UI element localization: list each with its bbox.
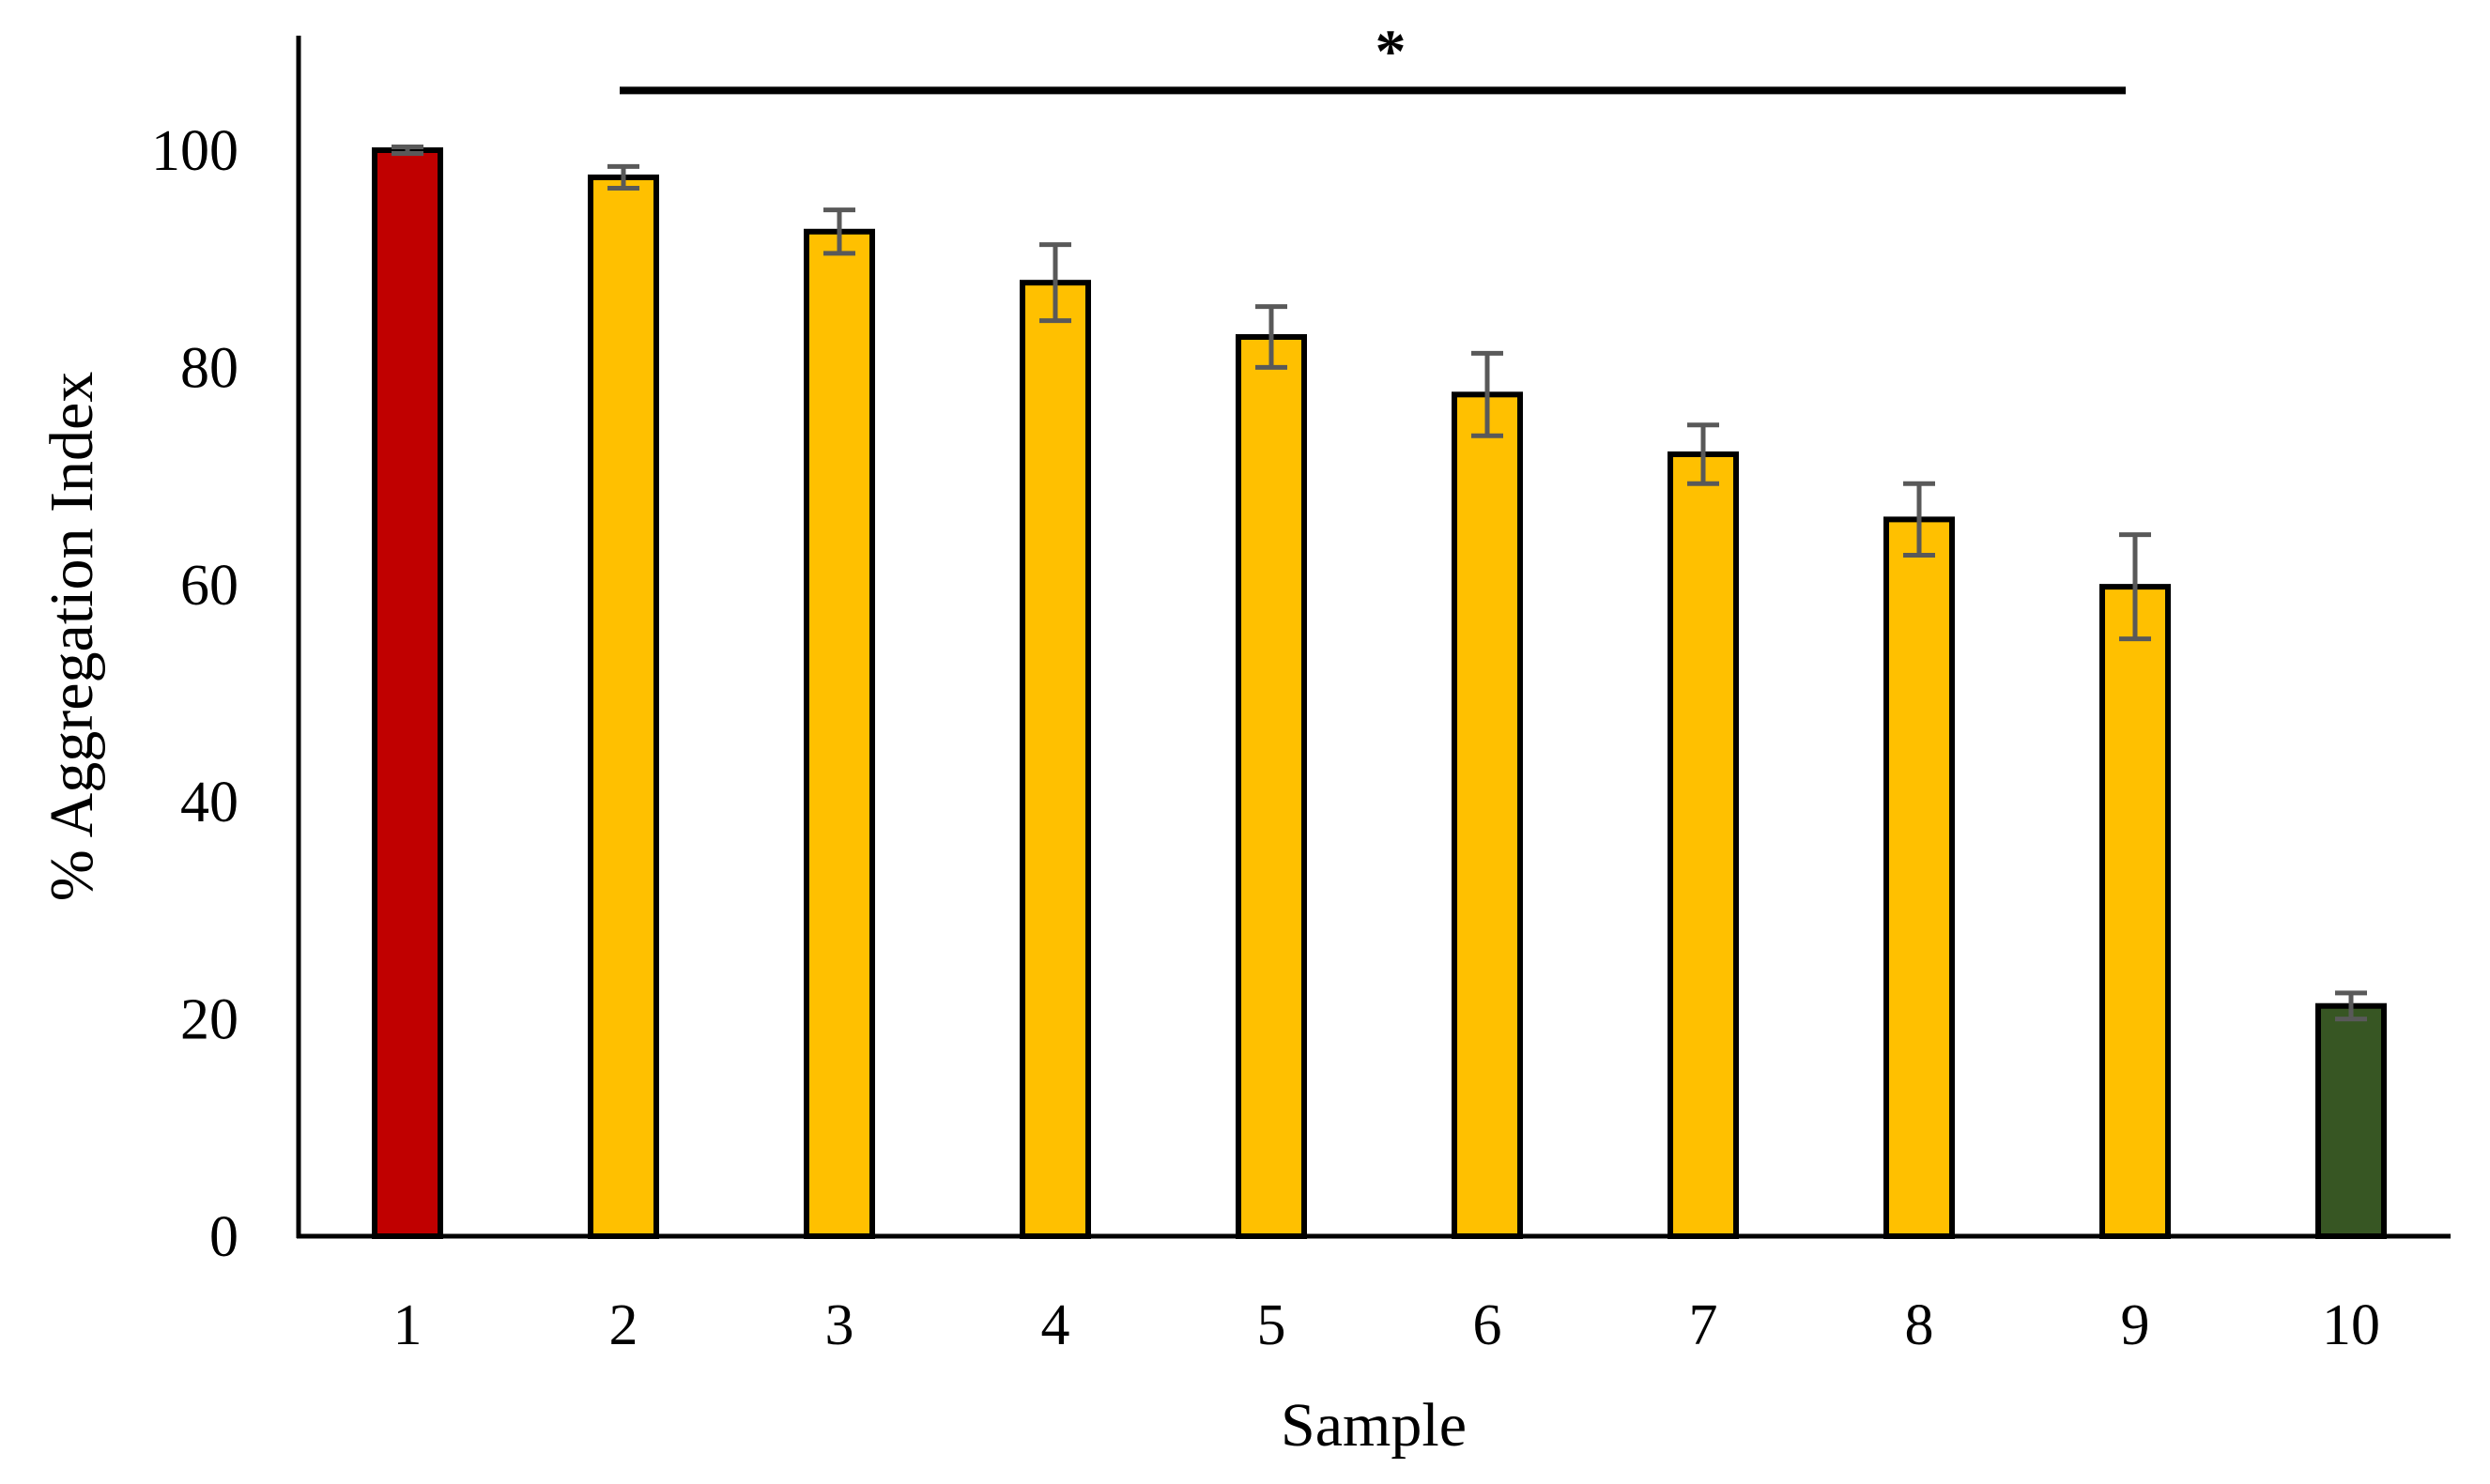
x-tick-label-4: 4: [1041, 1293, 1070, 1357]
x-axis-title: Sample: [1281, 1391, 1467, 1460]
error-bars-layer: [392, 145, 2367, 1022]
bar-sample-4: [1020, 280, 1091, 1239]
significance-marker: *: [1376, 17, 1406, 85]
y-tick-label-0: 0: [209, 1205, 238, 1269]
bar-sample-10: [2315, 1002, 2387, 1239]
bar-sample-1: [372, 147, 443, 1239]
x-tick-label-9: 9: [2121, 1293, 2150, 1357]
x-tick-label-8: 8: [1905, 1293, 1934, 1357]
y-tick-label-80: 80: [180, 336, 238, 400]
x-tick-label-1: 1: [393, 1293, 423, 1357]
error-bar-sample-8: [1903, 481, 1935, 558]
y-tick-label-60: 60: [180, 554, 238, 618]
x-tick-label-7: 7: [1689, 1293, 1718, 1357]
y-axis-title: % Aggregation Index: [38, 372, 106, 902]
bar-sample-5: [1236, 334, 1307, 1239]
y-tick-label-40: 40: [180, 771, 238, 834]
error-bar-sample-6: [1471, 350, 1503, 438]
x-tick-label-6: 6: [1473, 1293, 1502, 1357]
error-bar-sample-3: [823, 207, 855, 256]
bar-sample-6: [1452, 391, 1523, 1239]
bar-sample-9: [2099, 584, 2171, 1239]
bar-sample-3: [804, 228, 875, 1239]
bars-layer: [372, 147, 2387, 1239]
error-bar-sample-5: [1255, 304, 1287, 370]
error-bar-sample-2: [607, 163, 639, 191]
x-tick-labels: 1 2 3 4 5 6 7 8 9 10: [393, 1293, 2381, 1357]
x-tick-label-10: 10: [2322, 1293, 2380, 1357]
bar-sample-7: [1668, 451, 1739, 1239]
y-tick-label-100: 100: [151, 119, 238, 183]
error-bar-sample-9: [2119, 532, 2151, 642]
y-tick-label-20: 20: [180, 988, 238, 1052]
error-bar-sample-1: [392, 145, 423, 156]
error-bar-sample-4: [1039, 242, 1071, 324]
bar-sample-2: [588, 174, 659, 1239]
bar-sample-8: [1883, 516, 1955, 1239]
error-bar-sample-10: [2335, 990, 2367, 1022]
x-tick-label-3: 3: [825, 1293, 854, 1357]
y-tick-labels: 0 20 40 60 80 100: [151, 119, 238, 1269]
x-tick-label-5: 5: [1257, 1293, 1286, 1357]
error-bar-sample-7: [1687, 422, 1719, 486]
x-tick-label-2: 2: [609, 1293, 638, 1357]
